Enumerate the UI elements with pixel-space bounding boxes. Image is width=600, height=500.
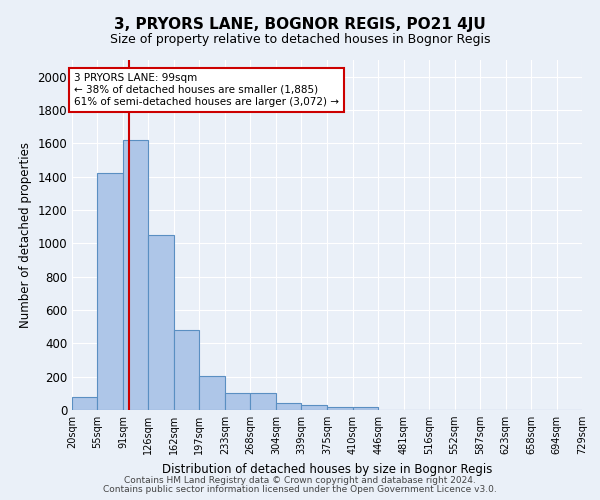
Bar xyxy=(225,394,250,410)
Bar xyxy=(276,402,301,410)
Bar xyxy=(148,235,174,410)
Bar xyxy=(301,405,328,410)
Bar xyxy=(174,330,199,410)
Bar xyxy=(353,406,379,410)
Bar xyxy=(199,376,225,410)
X-axis label: Distribution of detached houses by size in Bognor Regis: Distribution of detached houses by size … xyxy=(162,462,492,475)
Bar xyxy=(123,140,148,410)
Text: Contains HM Land Registry data © Crown copyright and database right 2024.: Contains HM Land Registry data © Crown c… xyxy=(124,476,476,485)
Text: Size of property relative to detached houses in Bognor Regis: Size of property relative to detached ho… xyxy=(110,32,490,46)
Bar xyxy=(250,394,276,410)
Bar xyxy=(328,406,353,410)
Y-axis label: Number of detached properties: Number of detached properties xyxy=(19,142,32,328)
Bar xyxy=(97,174,123,410)
Bar xyxy=(72,396,97,410)
Text: 3 PRYORS LANE: 99sqm
← 38% of detached houses are smaller (1,885)
61% of semi-de: 3 PRYORS LANE: 99sqm ← 38% of detached h… xyxy=(74,74,339,106)
Text: 3, PRYORS LANE, BOGNOR REGIS, PO21 4JU: 3, PRYORS LANE, BOGNOR REGIS, PO21 4JU xyxy=(114,18,486,32)
Text: Contains public sector information licensed under the Open Government Licence v3: Contains public sector information licen… xyxy=(103,485,497,494)
